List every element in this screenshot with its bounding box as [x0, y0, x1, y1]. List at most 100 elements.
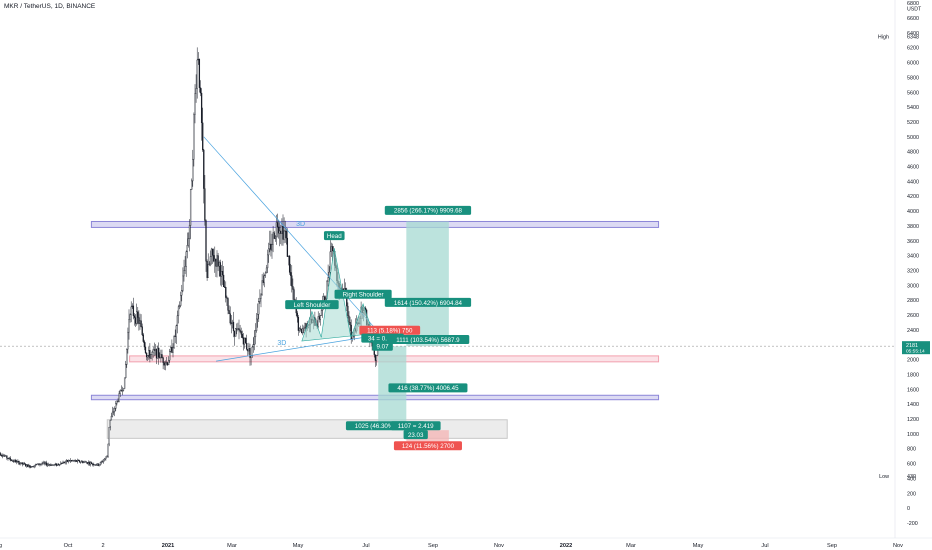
y-tick-label: 3400	[907, 254, 919, 260]
candle-body	[286, 237, 289, 257]
candle-body	[193, 114, 195, 160]
y-tick-label: 6200	[907, 46, 919, 52]
candle-body	[183, 270, 185, 277]
candle-body	[10, 459, 12, 461]
candle-body	[73, 460, 75, 462]
y-tick-label: 3600	[907, 239, 919, 245]
candle-body	[162, 357, 164, 363]
candle-body	[110, 415, 113, 421]
candle-body	[17, 461, 19, 463]
candle-body	[104, 458, 106, 461]
candle-body	[188, 225, 191, 239]
x-tick-label: Nov	[893, 543, 903, 549]
x-tick-label: Oct	[64, 543, 73, 549]
measure-label-5-bg	[386, 335, 470, 345]
candle-body	[205, 220, 207, 262]
measure-label-8-bg	[390, 421, 441, 431]
candle-body	[251, 346, 253, 356]
candle-body	[28, 465, 30, 468]
candle-body	[186, 245, 188, 253]
candle-body	[41, 463, 43, 465]
candle-body	[105, 456, 107, 459]
candle-body	[98, 464, 100, 466]
candle-body	[31, 466, 33, 468]
candle-body	[318, 316, 320, 320]
measure-label-10-bg	[393, 441, 462, 451]
candle-body	[83, 461, 85, 464]
price-axis-bg	[895, 0, 932, 550]
candle-body	[302, 328, 304, 334]
measure-label-8: 1107 = 2.419	[398, 423, 434, 430]
candle-body	[225, 287, 227, 298]
candle-body	[137, 311, 139, 318]
candle-body	[79, 461, 82, 463]
candle-body	[88, 462, 91, 465]
candle-body	[206, 261, 208, 278]
candle-body	[281, 226, 283, 234]
y-tick-label: 1400	[907, 402, 919, 408]
candle-body	[4, 455, 6, 457]
x-tick-label: Sep	[428, 543, 438, 549]
candle-body	[176, 315, 179, 326]
candle-body	[99, 462, 102, 465]
y-tick-label: 5200	[907, 120, 919, 126]
candle-body	[22, 463, 25, 465]
candle-body	[232, 321, 235, 332]
candle-body	[49, 464, 51, 466]
candle-body	[197, 58, 199, 61]
y-tick-label: 3200	[907, 269, 919, 275]
candle-body	[167, 360, 170, 366]
pattern-label-1-bg	[323, 231, 345, 241]
y-tick-label: 2400	[907, 328, 919, 334]
candle-body	[238, 328, 240, 331]
candle-body	[166, 362, 169, 366]
candle-body	[123, 377, 126, 389]
candle-body	[76, 460, 78, 462]
candle-body	[376, 350, 379, 356]
measure-label-6: 416 (38.77%) 4006.45	[397, 385, 459, 392]
candle-body	[148, 350, 150, 356]
candle-body	[15, 460, 17, 463]
candle-body	[115, 403, 117, 409]
candle-body	[85, 461, 87, 463]
candle-body	[128, 319, 130, 333]
candle-body	[330, 246, 333, 252]
candle-body	[187, 238, 190, 246]
candle-body	[282, 226, 284, 240]
candle-body	[185, 251, 187, 267]
candle-body	[152, 349, 154, 353]
candle-body	[324, 296, 326, 301]
candle-body	[144, 346, 147, 354]
candle-body	[320, 310, 323, 316]
candle-body	[109, 419, 111, 428]
x-tick-label: Jul	[362, 543, 369, 549]
y-tick-label: 2800	[907, 298, 919, 304]
candle-body	[233, 330, 236, 337]
candle-body	[125, 364, 127, 379]
candle-body	[18, 461, 20, 465]
candle-body	[191, 180, 193, 190]
candle-body	[244, 337, 247, 344]
candle-body	[214, 259, 216, 262]
candle-body	[63, 461, 65, 464]
candle-body	[114, 408, 116, 412]
pattern-label-1: Head	[327, 233, 342, 240]
candle-body	[64, 461, 66, 464]
candle-body	[196, 59, 198, 89]
y-tick-label: 600	[907, 462, 916, 468]
candle-body	[52, 464, 54, 466]
candle-body	[87, 462, 89, 464]
measure-label-1: 1614 (150.42%) 6904.84	[394, 300, 463, 307]
candle-body	[177, 306, 180, 316]
candle-body	[150, 354, 152, 359]
y-tick-label: 1600	[907, 387, 919, 393]
candle-body	[200, 92, 203, 124]
candle-body	[119, 390, 121, 394]
measure-label-2-bg	[359, 325, 421, 335]
candle-body	[42, 462, 44, 464]
x-tick-label: Mar	[227, 543, 237, 549]
x-tick-label: 2021	[162, 543, 174, 549]
x-tick-label: Mar	[626, 543, 636, 549]
